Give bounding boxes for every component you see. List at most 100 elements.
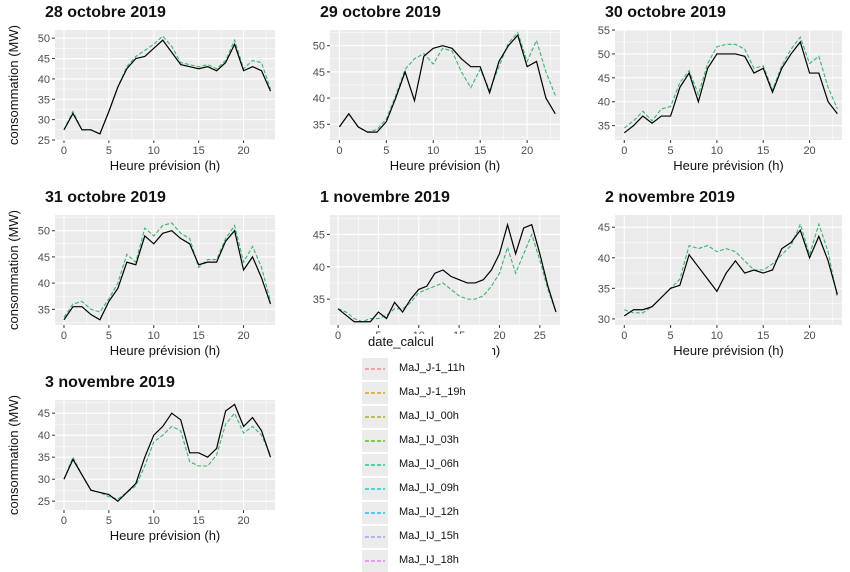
chart-svg: 0 5 10 15 20 35 40 45 50 Heure prévision (h) conso…	[6, 210, 275, 358]
x-tick-label: 20	[237, 145, 249, 157]
y-tick-label: 50	[313, 41, 325, 53]
x-tick-label: 5	[106, 515, 112, 527]
x-axis-label: Heure prévision (h)	[110, 528, 221, 543]
actual-series-line	[337, 222, 557, 323]
chart-title: 3 novembre 2019	[45, 374, 175, 391]
y-tick-label: 25	[38, 135, 50, 147]
legend-key	[362, 454, 388, 476]
legend-title: date_calcul	[368, 334, 434, 349]
chart-svg: 0 5 10 15 20 35 40 45 50 Heure prévision (h)	[313, 30, 560, 173]
legend: date_calcul MaJ_J-1_11h MaJ_J-1_19h MaJ_IJ…	[362, 334, 492, 572]
legend-item: MaJ_IJ_03h	[362, 430, 492, 452]
chart-svg: 0 5 10 15 20 25 30 35 40 45 Heure prévision (h) con…	[6, 395, 275, 543]
x-tick-label: 0	[61, 330, 67, 342]
x-axis-label: Heure prévision (h)	[673, 158, 784, 173]
legend-item: MaJ_IJ_00h	[362, 406, 492, 428]
actual-series-line	[63, 403, 272, 502]
y-tick-label: 50	[598, 49, 610, 61]
y-axis-label: consommation (MW)	[6, 25, 21, 145]
forecast-series-line	[337, 232, 557, 323]
legend-item: MaJ_IJ_06h	[362, 454, 492, 476]
legend-item: MaJ_IJ_09h	[362, 478, 492, 500]
y-tick-label: 35	[598, 283, 610, 295]
legend-key	[362, 358, 388, 380]
chart-title: 2 novembre 2019	[605, 189, 735, 206]
x-tick-label: 20	[493, 330, 505, 342]
x-tick-label: 15	[193, 330, 205, 342]
chart-title: 30 octobre 2019	[605, 4, 726, 21]
legend-label: MaJ_J-1_19h	[399, 386, 466, 398]
legend-swatch	[365, 488, 385, 490]
legend-item: MaJ_IJ_15h	[362, 526, 492, 548]
legend-item: MaJ_IJ_18h	[362, 550, 492, 572]
y-tick-label: 50	[38, 33, 50, 45]
y-tick-label: 55	[598, 25, 610, 37]
plot-background	[615, 30, 842, 140]
y-tick-label: 40	[598, 253, 610, 265]
chart-svg: 0 5 10 15 20 35 40 45 50 55 Heure prévision (h)	[598, 25, 842, 173]
x-tick-label: 20	[237, 330, 249, 342]
x-tick-label: 15	[193, 515, 205, 527]
y-tick-label: 45	[598, 222, 610, 234]
x-tick-label: 10	[148, 330, 160, 342]
x-tick-label: 0	[621, 330, 627, 342]
x-tick-label: 0	[621, 145, 627, 157]
y-tick-label: 45	[38, 408, 50, 420]
actual-series-line	[623, 40, 838, 134]
y-tick-label: 45	[313, 229, 325, 241]
y-tick-label: 40	[38, 278, 50, 290]
x-tick-label: 5	[106, 145, 112, 157]
x-axis-label: Heure prévision (h)	[390, 158, 501, 173]
x-tick-label: 5	[668, 145, 674, 157]
x-tick-label: 25	[534, 330, 546, 342]
y-tick-label: 35	[313, 294, 325, 306]
y-tick-label: 40	[38, 74, 50, 86]
y-tick-label: 35	[38, 304, 50, 316]
forecast-series-line	[63, 35, 272, 135]
legend-swatch	[365, 416, 385, 418]
x-tick-label: 5	[106, 330, 112, 342]
x-tick-label: 10	[148, 515, 160, 527]
legend-label: MaJ_IJ_06h	[399, 458, 459, 470]
legend-swatch	[365, 464, 385, 466]
legend-swatch	[365, 392, 385, 394]
plot-background	[55, 400, 275, 510]
plot-background	[330, 215, 560, 325]
legend-key	[362, 502, 388, 524]
x-axis-label: Heure prévision (h)	[673, 343, 784, 358]
forecast-series-line	[624, 222, 838, 314]
chart-title: 28 octobre 2019	[45, 4, 166, 21]
chart-panel: 30 octobre 2019 0 5 10 15 20 35 40 45 50 55 Heure p…	[570, 0, 850, 185]
chart-panel: 29 octobre 2019 0 5 10 15 20 35 40 45 50 Heure pré…	[285, 0, 567, 185]
x-axis-label: Heure prévision (h)	[110, 158, 221, 173]
x-tick-label: 15	[757, 145, 769, 157]
y-tick-label: 35	[313, 119, 325, 131]
x-tick-label: 10	[711, 330, 723, 342]
legend-swatch	[365, 512, 385, 514]
actual-series-line	[63, 229, 272, 321]
y-tick-label: 40	[38, 430, 50, 442]
y-tick-label: 35	[38, 94, 50, 106]
x-tick-label: 15	[193, 145, 205, 157]
legend-key	[362, 382, 388, 404]
legend-label: MaJ_J-1_11h	[399, 362, 465, 374]
y-tick-label: 45	[598, 73, 610, 85]
y-tick-label: 40	[313, 262, 325, 274]
chart-title: 1 novembre 2019	[320, 189, 450, 206]
forecast-series-line	[623, 36, 838, 129]
legend-label: MaJ_IJ_09h	[399, 482, 459, 494]
legend-swatch	[365, 368, 385, 370]
actual-series-line	[623, 229, 838, 317]
chart-title: 31 octobre 2019	[45, 189, 166, 206]
legend-item: MaJ_J-1_11h	[362, 358, 492, 380]
x-tick-label: 5	[668, 330, 674, 342]
legend-label: MaJ_IJ_12h	[399, 506, 459, 518]
legend-swatch	[365, 440, 385, 442]
y-tick-label: 45	[313, 67, 325, 79]
x-tick-label: 0	[336, 145, 342, 157]
y-tick-label: 30	[38, 115, 50, 127]
y-axis-label: consommation (MW)	[6, 210, 21, 330]
y-tick-label: 30	[38, 474, 50, 486]
x-tick-label: 15	[474, 145, 486, 157]
x-tick-label: 10	[711, 145, 723, 157]
